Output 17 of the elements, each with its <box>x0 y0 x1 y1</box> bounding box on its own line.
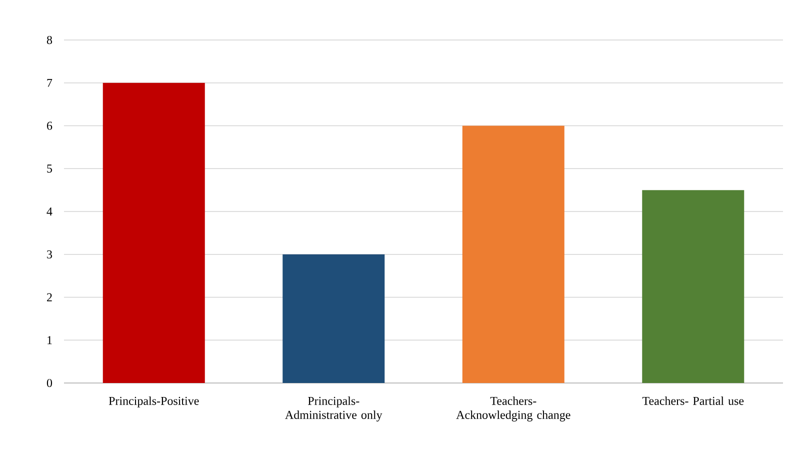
bar <box>462 126 564 383</box>
y-tick-label: 4 <box>46 208 52 216</box>
x-tick-label: Principals- Administrative only <box>285 396 382 422</box>
y-tick-label: 5 <box>47 164 52 173</box>
x-tick-label: Teachers- Acknowledging change <box>456 396 570 422</box>
x-tick-label: Teachers- Partial use <box>642 396 744 405</box>
bar <box>282 254 385 383</box>
y-tick-label: 1 <box>48 336 52 344</box>
y-tick-label: 8 <box>46 36 52 44</box>
y-tick-label: 0 <box>46 378 52 388</box>
x-tick-label: Principals-Positive <box>108 396 199 408</box>
y-tick-label: 2 <box>47 293 52 302</box>
bar <box>642 190 744 383</box>
y-tick-label: 6 <box>46 122 52 130</box>
bar <box>102 82 205 383</box>
y-tick-label: 3 <box>47 250 52 258</box>
y-tick-label: 7 <box>47 78 52 87</box>
